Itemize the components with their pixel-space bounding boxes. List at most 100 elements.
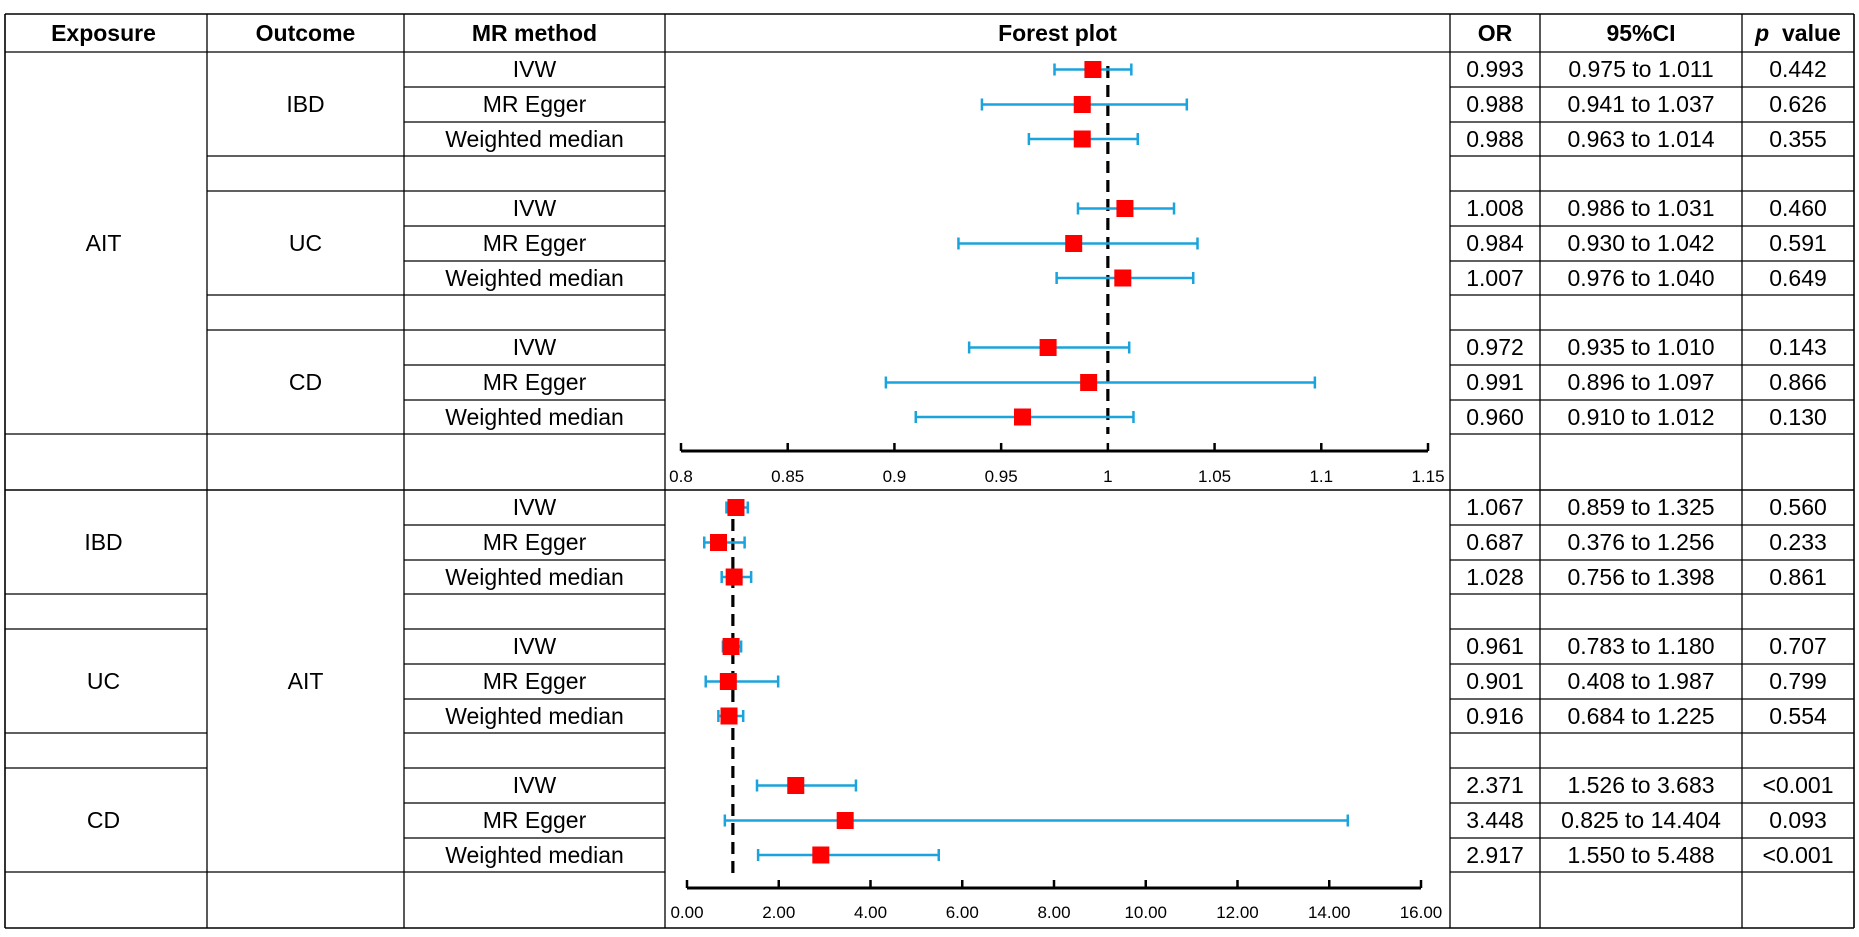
or-value: 1.067 [1466,494,1524,520]
header-p-italic: p [1755,19,1770,46]
header-95ci: 95%CI [1606,19,1676,46]
or-value: 0.984 [1466,230,1524,256]
method-label: Weighted median [445,702,624,729]
p-value: <0.001 [1762,841,1834,868]
or-marker [1084,61,1102,78]
method-label: IVW [512,195,557,221]
or-marker [1039,339,1057,356]
or-value: 1.007 [1466,264,1524,291]
or-value: 0.991 [1466,369,1524,395]
or-marker [725,568,743,586]
ci-value: 0.975 to 1.011 [1568,56,1714,82]
ci-value: 0.859 to 1.325 [1567,494,1715,520]
x-tick-label: 16.00 [1400,903,1443,922]
header-forest-plot: Forest plot [998,19,1117,46]
or-marker [1073,96,1091,113]
method-label: IVW [512,633,557,659]
ci-value: 0.986 to 1.031 [1567,195,1715,221]
outcome-label: IBD [286,90,325,117]
ci-value: 0.976 to 1.040 [1567,264,1715,291]
method-label: Weighted median [445,841,624,868]
x-tick-label: 10.00 [1124,903,1167,922]
or-marker [710,534,728,551]
p-value: 0.143 [1769,334,1827,360]
method-label: MR Egger [482,529,587,555]
or-value: 1.028 [1466,563,1524,590]
or-marker [836,812,854,829]
x-tick-label: 4.00 [854,903,887,922]
method-label: MR Egger [482,668,587,694]
or-value: 0.993 [1466,56,1524,82]
or-marker [787,777,805,794]
or-value: 0.988 [1466,125,1524,152]
x-tick-label: 0.00 [670,903,703,922]
or-value: 0.988 [1466,91,1524,117]
p-value: 0.093 [1769,807,1827,833]
method-label: MR Egger [482,369,587,395]
p-value: 0.442 [1769,56,1827,82]
or-value: 3.448 [1466,807,1524,833]
ci-value: 0.783 to 1.180 [1567,633,1715,659]
or-marker [1013,408,1031,426]
x-tick-label: 0.95 [985,467,1018,486]
ci-value: 0.684 to 1.225 [1567,702,1715,729]
x-tick-label: 0.9 [883,467,907,486]
x-tick-label: 0.8 [669,467,693,486]
or-value: 0.972 [1466,334,1524,360]
or-value: 2.917 [1466,841,1524,868]
method-label: MR Egger [482,91,587,117]
exposure-label: UC [86,667,121,694]
forest-panel: 0.00 2.00 4.00 6.00 8.00 10.00 12.00 14.00 16.00 [670,499,1442,922]
or-marker [1116,200,1134,217]
method-label: IVW [512,56,557,82]
p-value: 0.554 [1769,702,1827,729]
method-label: Weighted median [445,125,624,152]
header-p-value: p value [1742,14,1854,52]
ci-value: 1.550 to 5.488 [1567,841,1715,868]
forest-panel: 0.8 0.85 0.9 0.95 1 1.05 1.1 1.15 [669,61,1445,486]
p-value: 0.626 [1769,91,1827,117]
method-label: MR Egger [482,807,587,833]
ci-value: 0.930 to 1.042 [1567,230,1715,256]
x-tick-label: 1.1 [1309,467,1333,486]
outcome-label: AIT [287,667,324,694]
method-label: IVW [512,334,557,360]
exposure-label: CD [86,806,121,833]
or-marker [1073,130,1091,148]
p-value: 0.799 [1769,668,1827,694]
ci-value: 0.756 to 1.398 [1567,563,1715,590]
or-value: 0.901 [1466,668,1524,694]
header-p-rest: value [1782,19,1841,46]
p-value: 0.591 [1769,230,1827,256]
x-tick-label: 1.05 [1198,467,1231,486]
or-marker [719,673,737,690]
exposure-label: AIT [85,229,122,256]
p-value: 0.233 [1769,529,1827,555]
or-value: 1.008 [1466,195,1524,221]
ci-value: 0.941 to 1.037 [1567,91,1715,117]
ci-value: 0.376 to 1.256 [1567,529,1715,555]
header-or: OR [1477,19,1513,46]
or-value: 0.961 [1466,633,1524,659]
or-value: 2.371 [1466,772,1524,798]
or-marker [1080,374,1098,391]
p-value: 0.707 [1769,633,1827,659]
or-marker [812,846,830,864]
method-label: Weighted median [445,563,624,590]
ci-value: 0.910 to 1.012 [1567,403,1715,430]
ci-value: 1.526 to 3.683 [1567,772,1715,798]
ci-value: 0.963 to 1.014 [1567,125,1715,152]
x-tick-label: 1.15 [1411,467,1444,486]
or-value: 0.687 [1466,529,1524,555]
x-tick-label: 0.85 [771,467,804,486]
header-outcome: Outcome [255,19,356,46]
x-tick-label: 8.00 [1037,903,1070,922]
or-marker [1114,269,1132,287]
p-value: 0.355 [1769,125,1827,152]
p-value: 0.460 [1769,195,1827,221]
method-label: Weighted median [445,403,624,430]
p-value: <0.001 [1762,772,1834,798]
or-marker [722,638,740,655]
header-mr-method: MR method [471,19,598,46]
